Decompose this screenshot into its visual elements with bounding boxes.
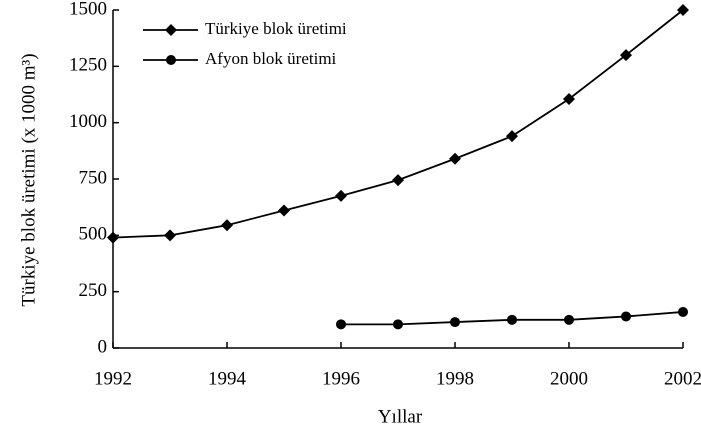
legend-label: Afyon blok üretimi: [205, 49, 337, 68]
marker: [678, 306, 688, 317]
marker: [563, 93, 575, 106]
marker: [393, 319, 403, 330]
marker: [164, 229, 176, 242]
marker: [507, 314, 517, 325]
y-tick-label: 1000: [69, 111, 107, 132]
x-tick-label: 1998: [436, 368, 474, 389]
marker: [392, 174, 404, 187]
y-tick-label: 750: [79, 167, 108, 188]
x-axis-label: Yıllar: [378, 406, 423, 427]
x-tick-label: 1996: [322, 368, 360, 389]
marker: [677, 4, 689, 16]
legend-label: Türkiye blok üretimi: [205, 19, 347, 38]
y-tick-label: 0: [98, 336, 108, 357]
marker: [621, 311, 631, 322]
marker: [620, 49, 632, 62]
y-tick-label: 250: [79, 280, 108, 301]
x-tick-label: 2002: [664, 368, 701, 389]
marker: [564, 314, 574, 325]
marker: [450, 317, 460, 328]
marker: [335, 189, 347, 202]
y-axis-label: Türkiye blok üretimi (x 1000 m³): [18, 53, 39, 306]
y-tick-label: 500: [79, 224, 108, 245]
marker: [165, 24, 177, 36]
y-tick-label: 1500: [69, 0, 107, 19]
x-tick-label: 2000: [550, 368, 588, 389]
y-tick-label: 1250: [69, 55, 107, 76]
x-tick-label: 1992: [94, 368, 132, 389]
marker: [506, 130, 518, 143]
x-tick-label: 1994: [208, 368, 247, 389]
marker: [166, 55, 176, 65]
marker: [221, 219, 233, 232]
marker: [107, 231, 119, 244]
series-line: [112, 9, 684, 239]
marker: [278, 204, 290, 217]
marker: [336, 319, 346, 330]
marker: [449, 152, 461, 165]
